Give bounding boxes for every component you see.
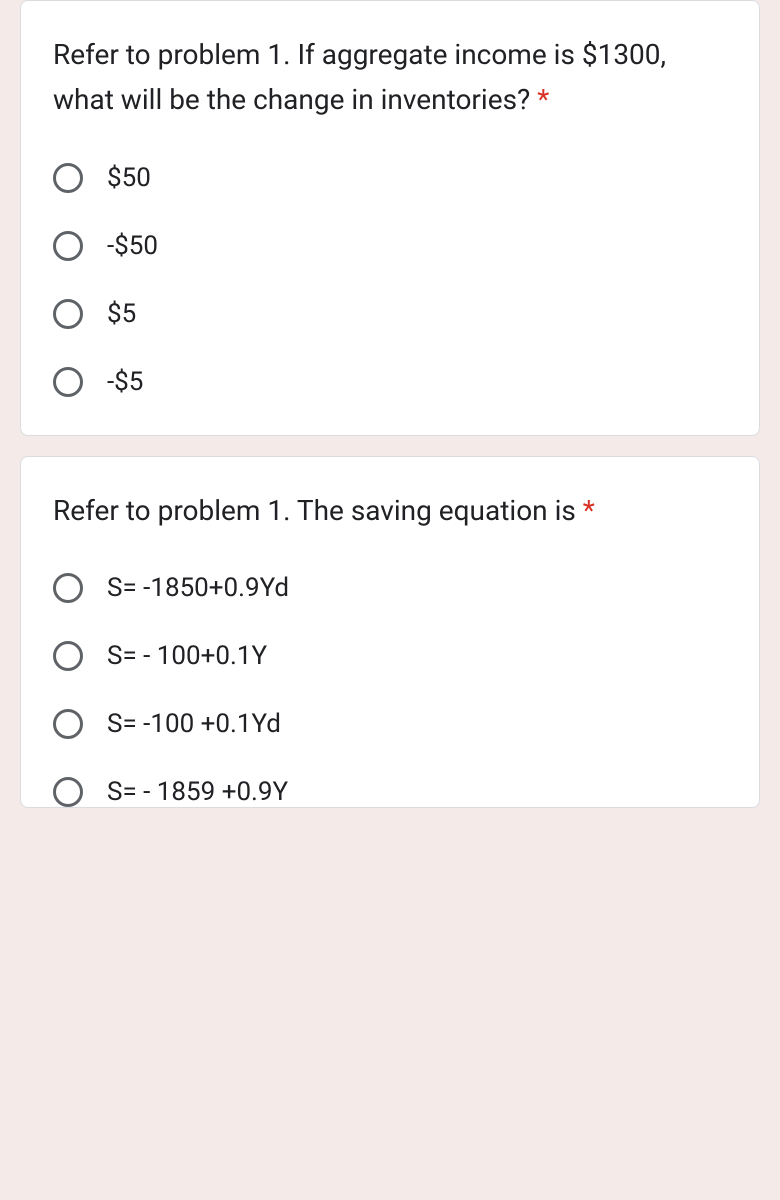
radio-circle-icon [53,709,83,739]
radio-option[interactable]: $5 [53,299,727,329]
option-label: $5 [107,299,136,329]
radio-circle-icon [53,777,83,807]
radio-option[interactable]: S= -1850+0.9Yd [53,573,727,603]
question-1-prompt: Refer to problem 1. If aggregate income … [53,38,666,116]
question-text-1: Refer to problem 1. If aggregate income … [53,33,727,123]
option-label: -$50 [107,231,158,261]
required-indicator: * [537,83,549,116]
radio-option[interactable]: $50 [53,163,727,193]
radio-circle-icon [53,231,83,261]
radio-option[interactable]: -$50 [53,231,727,261]
radio-circle-icon [53,573,83,603]
radio-circle-icon [53,367,83,397]
question-2-prompt: Refer to problem 1. The saving equation … [53,494,583,527]
option-label: S= - 1859 +0.9Y [107,777,288,807]
question-card-1: Refer to problem 1. If aggregate income … [20,0,760,436]
radio-option[interactable]: S= - 100+0.1Y [53,641,727,671]
radio-option[interactable]: -$5 [53,367,727,397]
radio-option[interactable]: S= -100 +0.1Yd [53,709,727,739]
question-card-2: Refer to problem 1. The saving equation … [20,456,760,809]
option-label: $50 [107,163,151,193]
radio-circle-icon [53,641,83,671]
question-text-2: Refer to problem 1. The saving equation … [53,489,727,534]
option-label: S= -1850+0.9Yd [107,573,289,603]
required-indicator: * [583,494,595,527]
radio-option[interactable]: S= - 1859 +0.9Y [53,777,727,807]
radio-circle-icon [53,163,83,193]
option-label: S= - 100+0.1Y [107,641,267,671]
radio-circle-icon [53,299,83,329]
option-label: S= -100 +0.1Yd [107,709,281,739]
option-label: -$5 [107,367,143,397]
